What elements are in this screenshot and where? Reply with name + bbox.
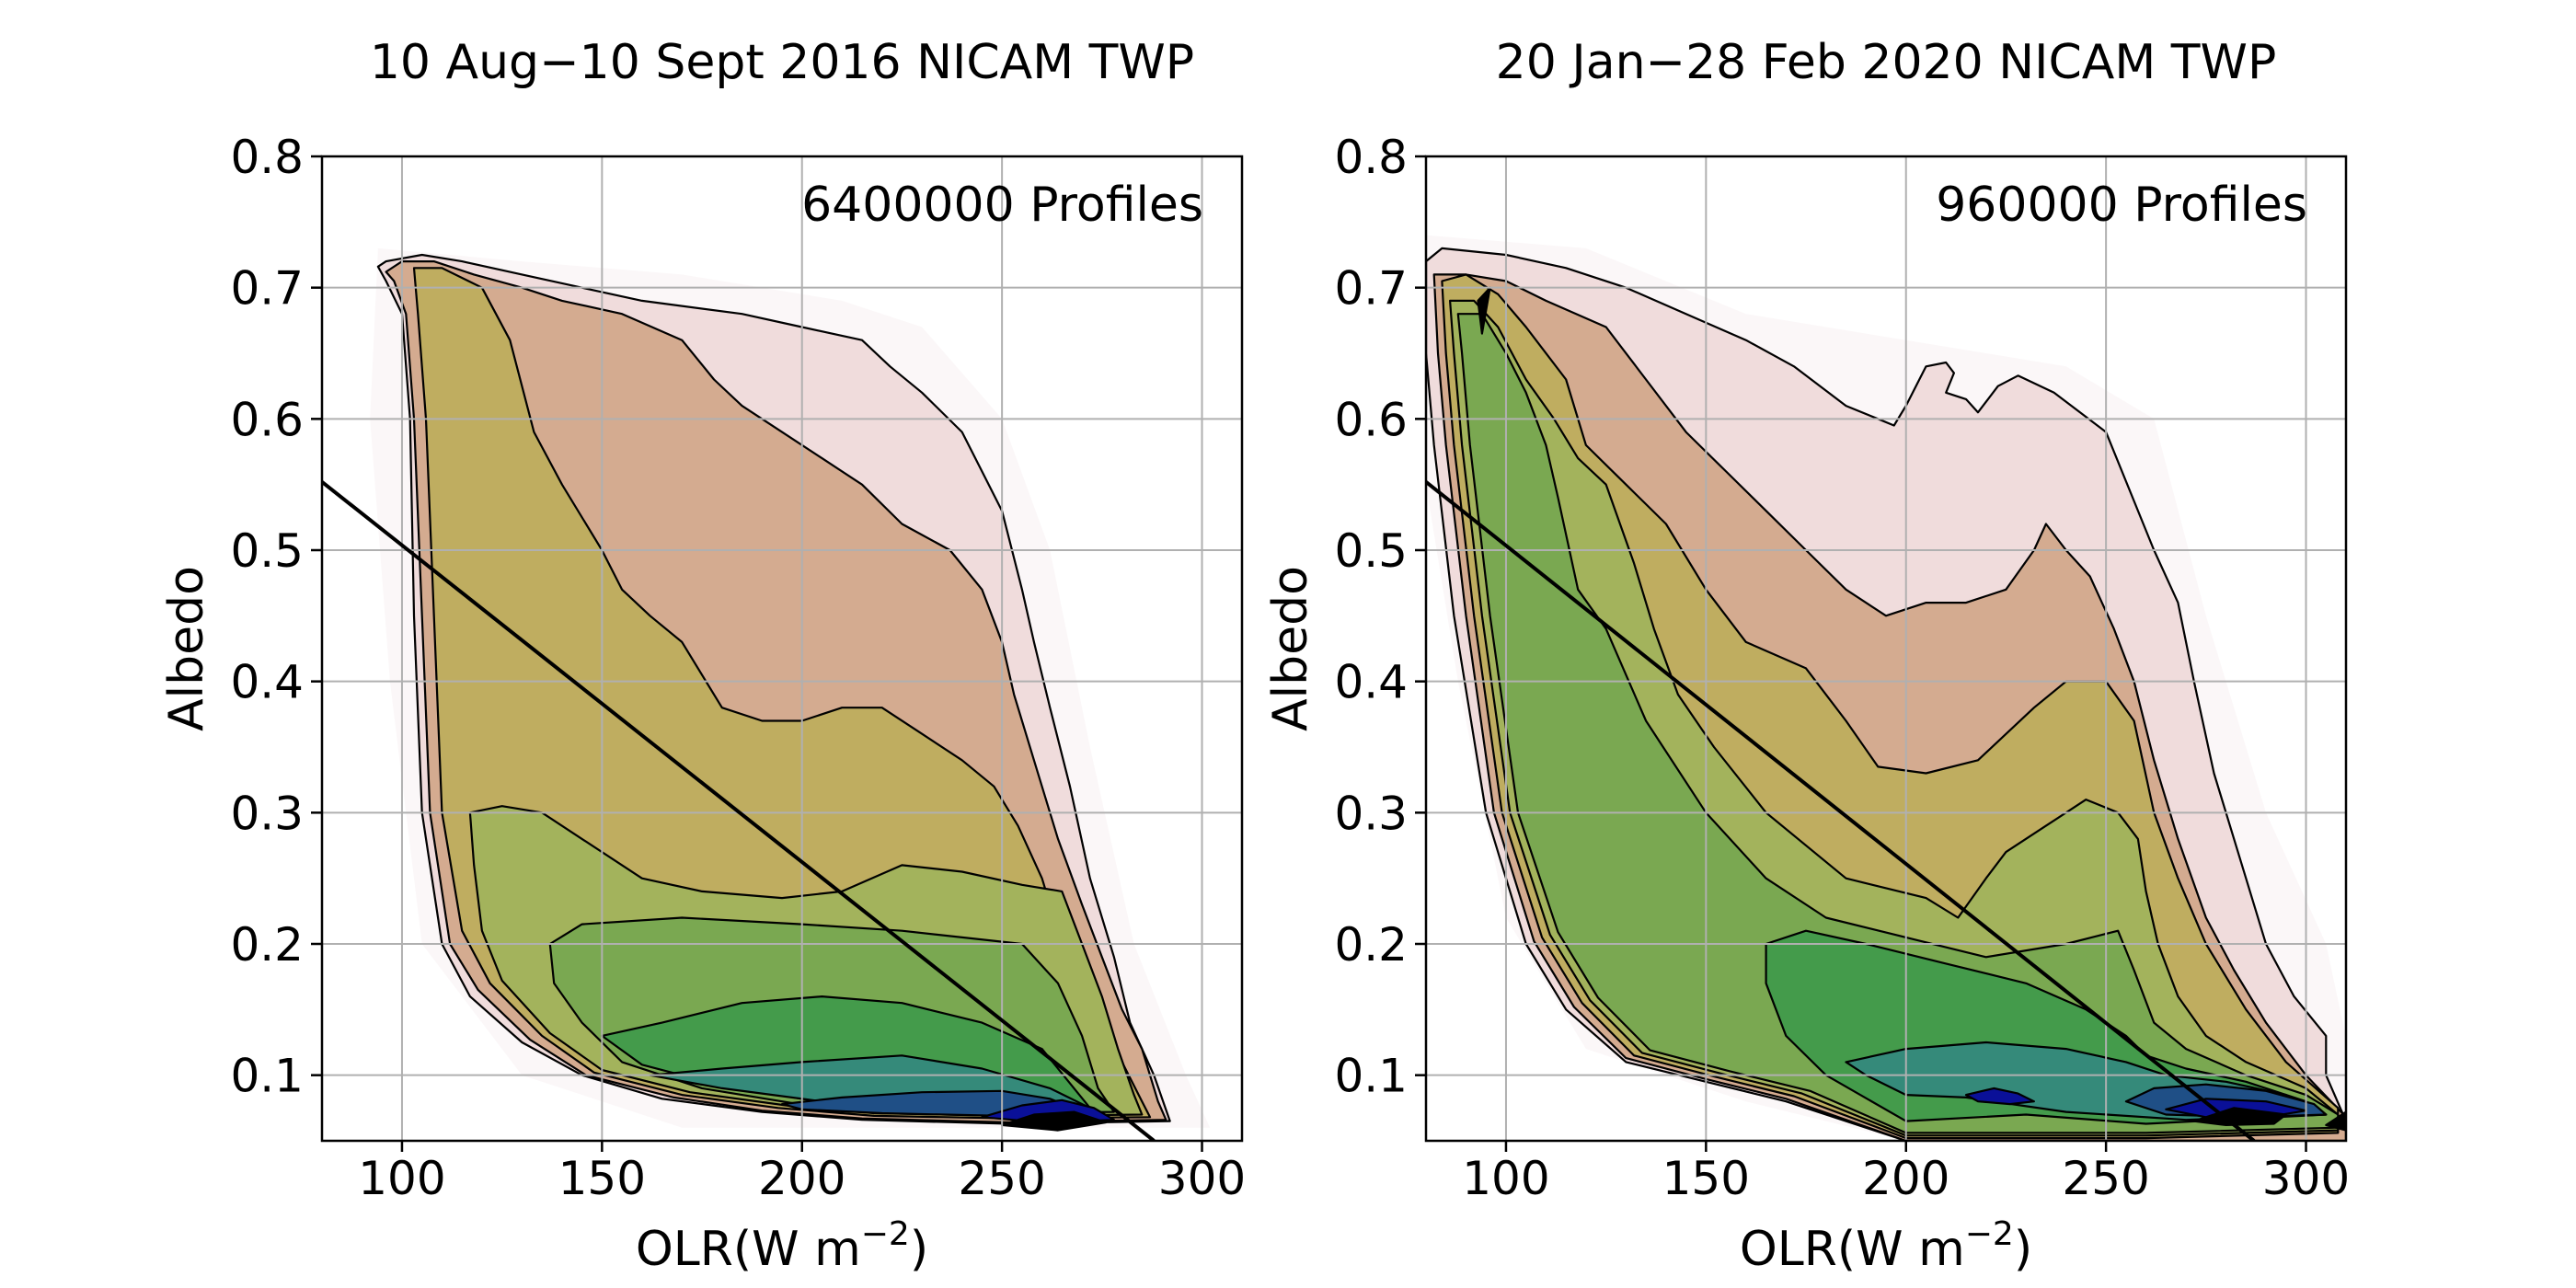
y-tick-label-2: 0.3	[1334, 787, 1408, 840]
contour-level-9-region-11	[1964, 1087, 2035, 1106]
x-tick-label-3: 250	[958, 1152, 1045, 1205]
x-axis-label: OLR(W m−2)	[636, 1215, 928, 1277]
x-tick-label-0: 100	[1462, 1152, 1549, 1205]
y-tick-label-2: 0.3	[230, 787, 304, 840]
y-tick-label-0: 0.1	[230, 1050, 304, 1103]
contour-level-10-region-10	[2192, 1107, 2287, 1126]
left-panel: 100 150 200 250 300 0.1 0.2 0.3 0.4 0.5 0.6 0.7 0.8 1…	[159, 35, 1246, 1277]
y-tick-label-5: 0.6	[1334, 393, 1408, 446]
y-tick-label-6: 0.7	[230, 262, 304, 316]
reference-line	[1426, 480, 2256, 1141]
x-tick-label-2: 200	[758, 1152, 845, 1205]
y-tick-label-7: 0.8	[230, 131, 304, 184]
contour-level-10-region-12	[1477, 286, 1491, 335]
y-tick-label-6: 0.7	[1334, 262, 1408, 316]
y-axis-label: Albedo	[1263, 566, 1318, 731]
axes-frame	[320, 155, 1244, 1143]
y-tick-label-1: 0.2	[230, 918, 304, 972]
contour-level-10-region-13	[2325, 1110, 2346, 1132]
y-tick-label-3: 0.4	[1334, 656, 1408, 709]
y-tick-label-3: 0.4	[230, 656, 304, 709]
y-tick-label-7: 0.8	[1334, 131, 1408, 184]
y-axis-label: Albedo	[159, 566, 214, 731]
right-panel: 100 150 200 250 300 0.1 0.2 0.3 0.4 0.5 0.6 0.7 0.8 2…	[1263, 35, 2350, 1277]
y-tick-label-4: 0.5	[230, 524, 304, 578]
profiles-annotation: 960000 Profiles	[1936, 178, 2307, 233]
y-tick-label-0: 0.1	[1334, 1050, 1408, 1103]
x-tick-label-0: 100	[358, 1152, 445, 1205]
x-tick-label-4: 300	[1158, 1152, 1246, 1205]
reference-line	[322, 480, 1156, 1141]
contour-fills	[370, 247, 1211, 1132]
grid	[1426, 155, 2346, 1141]
x-tick-label-2: 200	[1862, 1152, 1949, 1205]
x-tick-label-1: 150	[558, 1152, 646, 1205]
y-tick-label-1: 0.2	[1334, 918, 1408, 972]
profiles-annotation: 6400000 Profiles	[801, 178, 1203, 233]
x-tick-label-4: 300	[2262, 1152, 2350, 1205]
axes-frame	[1424, 155, 2348, 1143]
chart-title: 20 Jan−28 Feb 2020 NICAM TWP	[1496, 35, 2277, 90]
contour-level-10-region-10	[1001, 1110, 1108, 1132]
y-tick-label-5: 0.6	[230, 393, 304, 446]
chart-title: 10 Aug−10 Sept 2016 NICAM TWP	[370, 35, 1194, 90]
contour-level-5-region-5	[1456, 313, 2340, 1134]
x-tick-label-1: 150	[1662, 1152, 1750, 1205]
x-axis-label: OLR(W m−2)	[1740, 1215, 2032, 1277]
y-tick-label-4: 0.5	[1334, 524, 1408, 578]
x-tick-label-3: 250	[2062, 1152, 2149, 1205]
